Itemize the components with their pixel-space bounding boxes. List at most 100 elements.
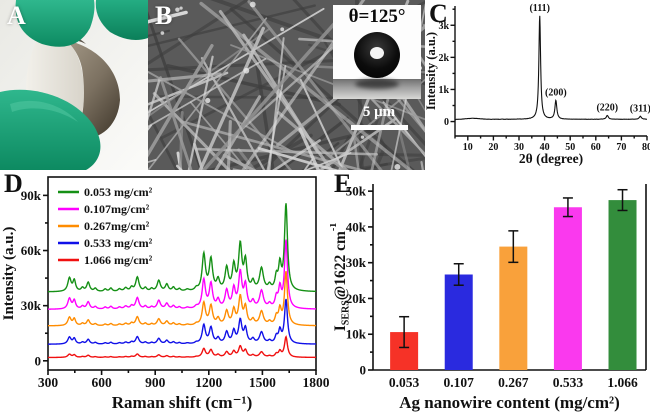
- raman-tick-labels: 300 600 900 1200 1500 1800 0 30k 60k 90k: [21, 188, 330, 390]
- error-bar-0.107: [453, 263, 464, 286]
- svg-text:3k: 3k: [438, 21, 449, 32]
- svg-text:0.053 mg/cm²: 0.053 mg/cm²: [84, 185, 153, 199]
- raman-xlabel: Raman shift (cm⁻¹): [112, 393, 253, 412]
- svg-text:1500: 1500: [249, 375, 276, 390]
- svg-text:1.066 mg/cm²: 1.066 mg/cm²: [84, 253, 153, 267]
- svg-text:0.053: 0.053: [389, 375, 420, 390]
- xrd-pattern-chart: 10 20 30 40 50 60 70 80 0 1k 2k 3k 2θ (degree) Intens…: [425, 3, 650, 166]
- svg-text:(111): (111): [529, 3, 550, 14]
- svg-text:60k: 60k: [21, 243, 42, 258]
- svg-text:0: 0: [360, 363, 367, 378]
- svg-text:20k: 20k: [346, 291, 367, 306]
- svg-text:50k: 50k: [346, 184, 367, 199]
- svg-text:2k: 2k: [438, 53, 449, 64]
- glove-finger-top: [15, 0, 95, 47]
- svg-text:(200): (200): [545, 88, 567, 99]
- xrd-curve: [454, 15, 648, 121]
- svg-text:30: 30: [514, 142, 524, 153]
- panel-d-raman-chart: 300 600 900 1200 1500 1800 0 30k 60k 90k Raman shi…: [0, 170, 330, 417]
- svg-text:80: 80: [642, 142, 650, 153]
- error-bar-1.066: [617, 188, 628, 212]
- sers-intensity-bar-chart: 0 10k 20k 30k 40k 50k 0.053 0.107 0.267 0.533 1.06…: [330, 184, 647, 412]
- error-bar-0.267: [508, 230, 519, 264]
- svg-text:10k: 10k: [346, 327, 367, 342]
- svg-text:0: 0: [35, 353, 42, 368]
- svg-text:50: 50: [565, 142, 575, 153]
- raman-ylabel: Intensity (a.u.): [1, 227, 17, 321]
- svg-text:0.533 mg/cm²: 0.533 mg/cm²: [84, 236, 153, 250]
- xrd-tick-labels: 10 20 30 40 50 60 70 80 0 1k 2k 3k: [438, 21, 650, 153]
- svg-text:40: 40: [540, 142, 550, 153]
- svg-text:(311): (311): [630, 103, 650, 114]
- panel-c-xrd-chart: 10 20 30 40 50 60 70 80 0 1k 2k 3k 2θ (degree) Intens…: [425, 0, 650, 170]
- svg-text:70: 70: [616, 142, 626, 153]
- water-droplet-image: [333, 27, 421, 99]
- raman-series-0.053: [47, 203, 317, 293]
- water-droplet: [354, 32, 400, 78]
- glove-thumb-highlight: [10, 100, 78, 122]
- svg-text:30k: 30k: [21, 298, 42, 313]
- sers-bars: [390, 188, 637, 370]
- glove-finger-top-right: [95, 0, 148, 40]
- sers-xlabel: Ag nanowire content (mg/cm²): [399, 393, 620, 412]
- svg-text:1800: 1800: [303, 375, 330, 390]
- scale-bar-line: [350, 125, 408, 130]
- panel-a-label: A: [7, 1, 26, 30]
- contact-angle-value: θ=125°: [348, 6, 406, 27]
- error-bar-0.053: [399, 315, 410, 349]
- droplet-reflection: [355, 79, 399, 89]
- raman-axes: [43, 176, 317, 375]
- svg-text:0.107: 0.107: [444, 375, 475, 390]
- raman-spectra-chart: 300 600 900 1200 1500 1800 0 30k 60k 90k Raman shi…: [1, 176, 330, 412]
- bar-0.107: [444, 274, 473, 370]
- svg-text:0.267: 0.267: [498, 375, 529, 390]
- svg-text:60: 60: [591, 142, 601, 153]
- sers-ylabel: ISERS@1622 cm-1: [330, 223, 352, 332]
- svg-text:40k: 40k: [346, 219, 367, 234]
- svg-text:30k: 30k: [346, 255, 367, 270]
- xrd-peak-labels: (111) (200) (220) (311): [529, 3, 650, 114]
- svg-text:0.267mg/cm²: 0.267mg/cm²: [84, 219, 150, 233]
- svg-text:90k: 90k: [21, 188, 42, 203]
- raman-series-0.267: [47, 271, 316, 327]
- bar-1.066: [608, 200, 637, 370]
- raman-series-0.107: [48, 239, 317, 310]
- bar-0.533: [553, 207, 582, 370]
- panel-e-sers-bar-chart: 0 10k 20k 30k 40k 50k 0.053 0.107 0.267 0.533 1.06…: [330, 170, 650, 417]
- svg-text:1.066: 1.066: [607, 375, 638, 390]
- raman-series-1.066: [47, 335, 317, 359]
- droplet-highlight: [370, 47, 384, 59]
- xrd-axes: [450, 6, 648, 141]
- svg-text:1200: 1200: [195, 375, 222, 390]
- svg-text:0.533: 0.533: [553, 375, 584, 390]
- flexible-membrane-photo: [0, 0, 148, 170]
- svg-text:600: 600: [91, 375, 112, 390]
- xrd-xlabel: 2θ (degree): [519, 151, 583, 166]
- svg-text:300: 300: [38, 375, 59, 390]
- xrd-ylabel: Intensity (a.u.): [425, 32, 438, 110]
- scale-bar-label: 5 μm: [362, 104, 396, 120]
- svg-text:1k: 1k: [438, 85, 449, 96]
- glove-thumb: [0, 89, 101, 170]
- svg-text:20: 20: [488, 142, 498, 153]
- sers-tick-labels: 0 10k 20k 30k 40k 50k 0.053 0.107 0.267 0.533 1.06…: [346, 184, 638, 390]
- error-bar-0.533: [562, 197, 573, 218]
- panel-d-label: D: [4, 169, 23, 198]
- scale-bar: 5 μm: [348, 104, 410, 130]
- svg-text:900: 900: [145, 375, 166, 390]
- panel-b-label: B: [155, 1, 173, 30]
- panel-b-sem: B θ=125° 5 μm: [148, 0, 425, 170]
- panel-e-label: E: [334, 169, 352, 198]
- svg-text:0.107mg/cm²: 0.107mg/cm²: [84, 202, 150, 216]
- panel-a-photo: A: [0, 0, 148, 170]
- svg-text:10: 10: [463, 142, 473, 153]
- svg-text:0: 0: [444, 117, 449, 128]
- panel-c-label: C: [429, 0, 448, 28]
- svg-text:(220): (220): [596, 102, 618, 113]
- contact-angle-inset: θ=125°: [333, 5, 421, 99]
- raman-legend: 0.053 mg/cm² 0.107mg/cm² 0.267mg/cm² 0.533 …: [58, 185, 153, 267]
- raman-series-0.533: [48, 298, 316, 345]
- membrane-outer-face: [66, 40, 120, 139]
- bar-0.267: [499, 246, 528, 370]
